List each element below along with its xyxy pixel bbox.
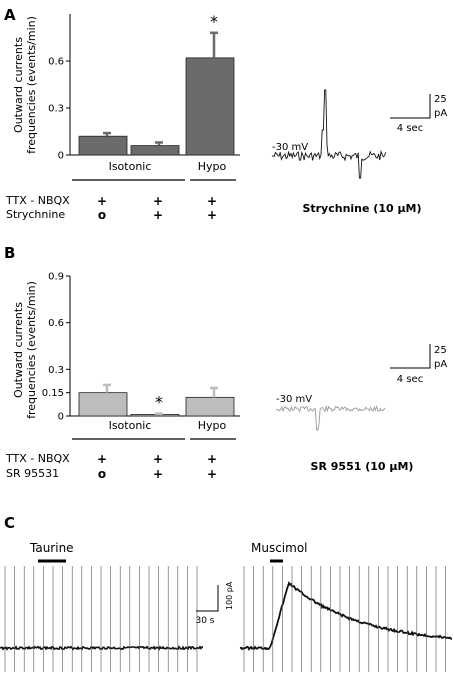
panel-b-row2-label: SR 95531 [6, 467, 59, 480]
bar [185, 57, 235, 156]
panel-a-row2-mark: o [98, 208, 106, 222]
panel-a-row1-mark: + [153, 194, 163, 208]
panel-b-current-trace [275, 404, 386, 431]
panel-b-letter: B [4, 244, 15, 262]
panel-a-group-isotonic: Isotonic [109, 160, 152, 173]
panel-b-row1-mark: + [97, 452, 107, 466]
panel-b-ylabel-line1: Outward currents [12, 302, 25, 398]
panel-a-trace-caption: Strychnine (10 μM) [302, 202, 421, 215]
panel-b-scale-y-unit: pA [434, 359, 447, 370]
taurine-current-trace [0, 645, 204, 651]
panel-a-bar-chart: 0 0.3 0.6 * [48, 12, 240, 162]
panel-a-letter: A [4, 6, 16, 24]
bar [130, 145, 180, 156]
panel-b-trace-caption: SR 9551 (10 μM) [311, 460, 414, 473]
significance-asterisk: * [155, 393, 163, 412]
panel-a-group-hypo: Hypo [198, 160, 227, 173]
panel-b-ylabel-line2: frequencies (events/min) [25, 281, 38, 419]
panel-a-row2-mark: + [153, 208, 163, 222]
panel-a-scale-y-unit: pA [434, 108, 447, 119]
y-tick-label: 0.3 [48, 104, 64, 115]
y-tick-label: 0.9 [48, 272, 64, 283]
panel-b-row1-mark: + [207, 452, 217, 466]
panel-b-bar-chart: 0 0.15 0.3 0.6 0.9 * [42, 272, 240, 423]
panel-b-row2-mark: o [98, 467, 106, 481]
panel-b-group-hypo: Hypo [198, 419, 227, 432]
panel-c-current-traces [0, 566, 453, 672]
bar [78, 135, 128, 156]
bar [78, 392, 128, 417]
panel-a-scale-y: 25 [434, 94, 447, 105]
y-tick-label: 0.3 [48, 365, 64, 376]
panel-b-row2-mark: + [207, 467, 217, 481]
y-tick-label: 0.6 [48, 57, 64, 68]
panel-b-trace-vm: -30 mV [276, 394, 312, 405]
panel-a-row2-mark: + [207, 208, 217, 222]
panel-b-scale-bar [390, 344, 431, 369]
panel-b-scale-y: 25 [434, 345, 447, 356]
y-tick-label: 0.15 [42, 388, 64, 399]
panel-b-scale-x: 4 sec [397, 374, 423, 385]
panel-a-current-trace [271, 89, 387, 179]
panel-c-scale-bar [196, 585, 219, 612]
panel-b-row1-label: TTX - NBQX [5, 452, 70, 465]
panel-a-trace-vm: -30 mV [272, 142, 308, 153]
panel-a-scale-x: 4 sec [397, 123, 423, 134]
y-tick-label: 0 [58, 151, 64, 162]
panel-c-scale-y: 100 pA [225, 581, 234, 610]
panel-a-ylabel-line1: Outward currents [12, 37, 25, 133]
panel-a-row1-mark: + [207, 194, 217, 208]
panel-c-letter: C [4, 514, 15, 532]
panel-a-row2-label: Strychnine [6, 208, 65, 221]
panel-b-row1-mark: + [153, 452, 163, 466]
panel-a-scale-bar [390, 94, 431, 119]
panel-a-ylabel-line2: frequencies (events/min) [25, 16, 38, 154]
y-tick-label: 0 [58, 412, 64, 423]
panel-a-row1-mark: + [97, 194, 107, 208]
panel-c-label-muscimol: Muscimol [251, 541, 308, 555]
panel-a-row1-label: TTX - NBQX [5, 194, 70, 207]
panel-b-group-isotonic: Isotonic [109, 419, 152, 432]
bar [185, 396, 235, 417]
panel-c-label-taurine: Taurine [29, 541, 74, 555]
panel-c-scale-x: 30 s [195, 616, 214, 626]
muscimol-current-trace [239, 581, 453, 651]
panel-b-row2-mark: + [153, 467, 163, 481]
significance-asterisk: * [210, 12, 218, 31]
y-tick-label: 0.6 [48, 318, 64, 329]
